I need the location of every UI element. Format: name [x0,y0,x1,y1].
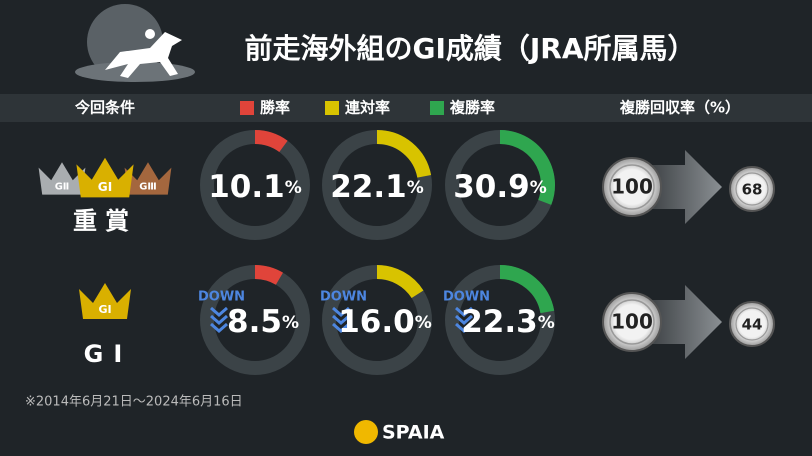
value-label: 16.0% [338,304,432,340]
crown-label: GⅠ [98,180,112,194]
down-label: DOWN [198,290,245,305]
recovery-from: 100 [611,310,653,334]
logo-icon [75,4,195,82]
value-unit: % [538,313,555,333]
value-label: 10.1% [208,169,302,205]
legend-swatch [240,101,254,115]
value-number: 22.3 [461,304,538,340]
legend-swatch [325,101,339,115]
crown-label: GⅢ [139,182,156,193]
crown-label: GⅠ [98,303,111,316]
coin-to-inner [735,307,769,341]
footnote: ※2014年6月21日～2024年6月16日 [25,395,243,410]
value-unit: % [407,178,424,198]
coin-from [602,292,662,352]
value-number: 8.5 [227,304,282,340]
value-label: 22.1% [330,169,424,205]
header-band [0,94,812,122]
down-label: DOWN [320,290,367,305]
down-chevron [332,306,350,333]
down-chevron [455,306,473,333]
row-label: GⅠ [84,340,133,368]
legend-label: 勝率 [260,99,290,117]
value-number: 22.1 [330,169,407,205]
brand: SPAIA [354,420,445,444]
coin-from-inner [609,299,655,345]
value-label: 22.3% [461,304,555,340]
value-label: 8.5% [227,304,299,340]
legend-label: 連対率 [345,99,390,117]
brand-name: SPAIA [382,422,445,444]
coin-from [602,157,662,217]
recovery-to: 44 [742,316,763,334]
value-unit: % [530,178,547,198]
value-unit: % [415,313,432,333]
col-condition: 今回条件 [74,99,135,117]
crown [79,283,131,319]
value-label: 30.9% [453,169,547,205]
donut-arc [499,265,555,314]
title: 前走海外組のGⅠ成績（JRA所属馬） [244,32,695,65]
legend-label: 複勝率 [449,99,495,117]
donut-arc [376,265,424,299]
crown [124,162,172,195]
donut-arc [376,130,432,178]
donut-arc [254,130,288,153]
value-number: 10.1 [208,169,285,205]
crown-label: GⅡ [55,182,70,193]
row-label: 重賞 [73,207,137,235]
value-unit: % [282,313,299,333]
coin-from-inner [609,164,655,210]
crown [76,157,134,198]
recovery-to: 68 [742,181,763,199]
donut-arc [254,265,283,285]
donut-arc [499,130,555,205]
col-recovery: 複勝回収率（%） [619,99,740,117]
crown [38,162,86,195]
value-number: 30.9 [453,169,530,205]
legend-swatch [430,101,444,115]
down-label: DOWN [443,290,490,305]
coin-to-inner [735,172,769,206]
recovery-from: 100 [611,175,653,199]
value-number: 16.0 [338,304,415,340]
value-unit: % [285,178,302,198]
down-chevron [210,306,228,333]
